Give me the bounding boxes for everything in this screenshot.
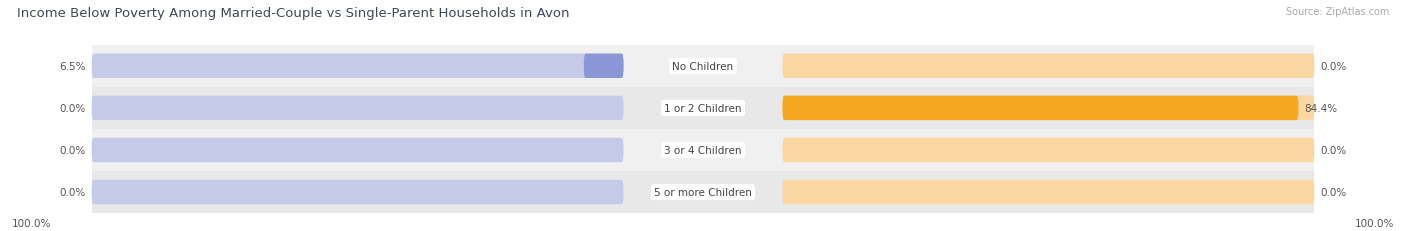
FancyBboxPatch shape <box>91 46 1315 88</box>
Text: 0.0%: 0.0% <box>1320 187 1347 197</box>
FancyBboxPatch shape <box>91 88 1315 129</box>
Text: Source: ZipAtlas.com: Source: ZipAtlas.com <box>1285 7 1389 17</box>
FancyBboxPatch shape <box>783 96 1315 121</box>
FancyBboxPatch shape <box>91 129 1315 171</box>
Text: 0.0%: 0.0% <box>59 145 86 155</box>
Text: 1 or 2 Children: 1 or 2 Children <box>664 103 742 113</box>
Text: No Children: No Children <box>672 61 734 71</box>
Text: 0.0%: 0.0% <box>1320 145 1347 155</box>
FancyBboxPatch shape <box>91 96 623 121</box>
FancyBboxPatch shape <box>783 138 1315 162</box>
FancyBboxPatch shape <box>783 180 1315 204</box>
Text: 100.0%: 100.0% <box>1354 218 1393 228</box>
Text: Income Below Poverty Among Married-Couple vs Single-Parent Households in Avon: Income Below Poverty Among Married-Coupl… <box>17 7 569 20</box>
FancyBboxPatch shape <box>583 54 623 79</box>
FancyBboxPatch shape <box>783 96 1298 121</box>
Text: 5 or more Children: 5 or more Children <box>654 187 752 197</box>
Text: 6.5%: 6.5% <box>59 61 86 71</box>
Text: 0.0%: 0.0% <box>59 103 86 113</box>
Text: 100.0%: 100.0% <box>13 218 52 228</box>
FancyBboxPatch shape <box>91 180 623 204</box>
Text: 0.0%: 0.0% <box>59 187 86 197</box>
FancyBboxPatch shape <box>783 54 1315 79</box>
Text: 0.0%: 0.0% <box>1320 61 1347 71</box>
Text: 84.4%: 84.4% <box>1305 103 1337 113</box>
FancyBboxPatch shape <box>91 54 623 79</box>
FancyBboxPatch shape <box>91 171 1315 213</box>
FancyBboxPatch shape <box>91 138 623 162</box>
Text: 3 or 4 Children: 3 or 4 Children <box>664 145 742 155</box>
